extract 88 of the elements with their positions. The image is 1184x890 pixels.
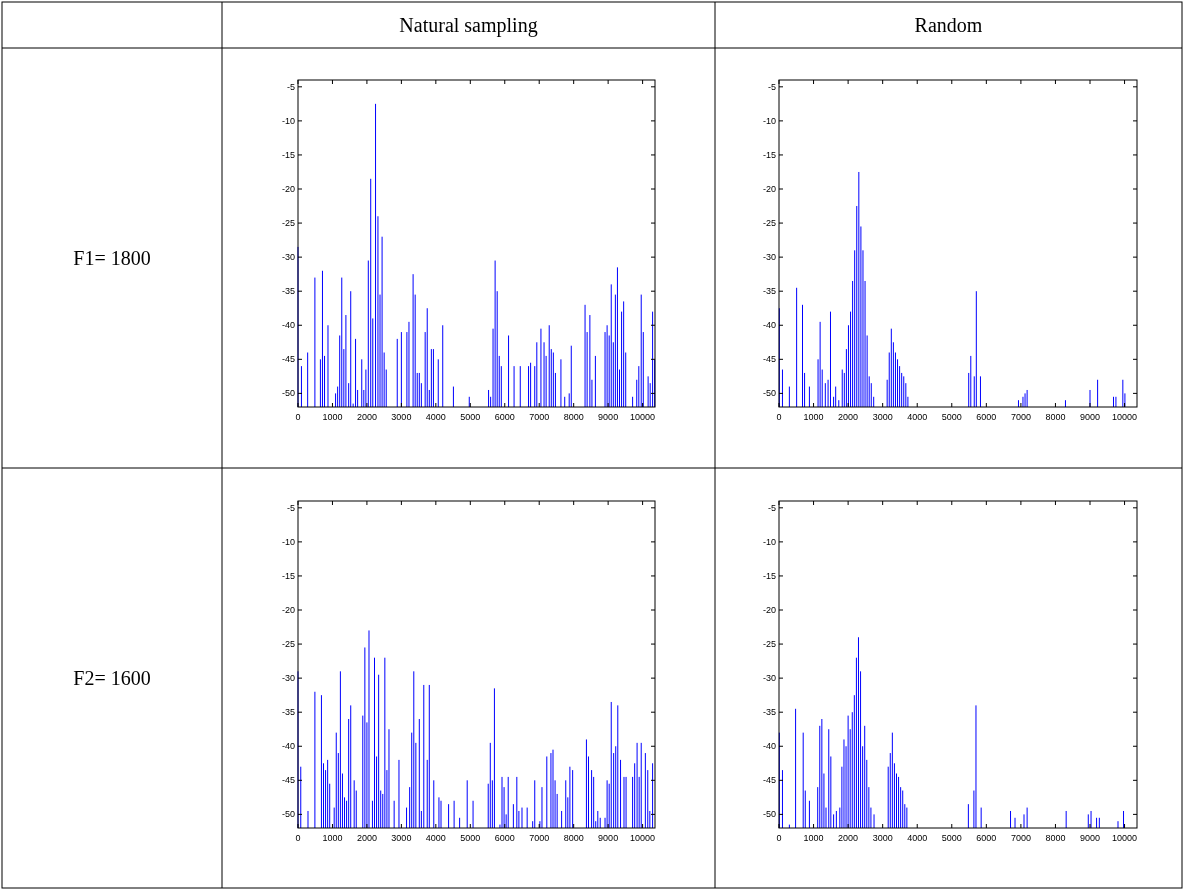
x-tick-label: 7000 [1010, 833, 1031, 843]
x-tick-label: 7000 [1010, 412, 1031, 422]
x-tick-label: 7000 [529, 833, 550, 843]
chart-title: Natural sampling [399, 14, 538, 37]
y-tick-label: -45 [762, 775, 776, 786]
x-tick-label: 9000 [598, 833, 619, 843]
y-tick-label: -5 [767, 81, 776, 92]
x-tick-label: 8000 [563, 412, 584, 422]
x-tick-label: 1000 [322, 412, 343, 422]
x-tick-label: 2000 [838, 833, 859, 843]
x-tick-label: 3000 [872, 412, 893, 422]
x-tick-label: 5000 [941, 833, 962, 843]
y-tick-label: -10 [281, 536, 295, 547]
y-tick-label: -30 [762, 252, 776, 263]
y-tick-label: -50 [281, 388, 295, 399]
y-tick-label: -40 [762, 741, 776, 752]
text: F2= 1600 [73, 667, 151, 689]
x-tick-label: 0 [295, 833, 301, 843]
chart-title: Random [914, 14, 983, 36]
x-tick-label: 1000 [322, 833, 343, 843]
y-tick-label: -10 [281, 115, 295, 126]
x-tick-label: 6000 [494, 412, 515, 422]
x-tick-label: 4000 [907, 412, 928, 422]
y-tick-label: -5 [286, 502, 295, 513]
y-tick-label: -50 [762, 388, 776, 399]
x-tick-label: 1000 [803, 412, 824, 422]
y-tick-label: -50 [762, 809, 776, 820]
y-tick-label: -20 [762, 605, 776, 615]
x-tick-label: 6000 [976, 833, 997, 843]
y-tick-label: -25 [281, 639, 295, 650]
y-tick-label: -15 [762, 570, 776, 581]
x-tick-label: 0 [776, 412, 782, 422]
x-tick-label: 4000 [425, 412, 446, 422]
y-tick-label: -20 [762, 184, 776, 194]
y-tick-label: -45 [281, 354, 295, 365]
x-tick-label: 3000 [391, 412, 412, 422]
x-tick-label: 10000 [630, 412, 656, 422]
x-tick-label: 2000 [356, 833, 377, 843]
y-tick-label: -35 [281, 707, 295, 718]
y-tick-label: -50 [281, 809, 295, 820]
x-tick-label: 2000 [356, 412, 377, 422]
y-tick-label: -30 [281, 673, 295, 684]
y-tick-label: -10 [762, 536, 776, 547]
y-tick-label: -15 [281, 149, 295, 160]
y-tick-label: -40 [762, 320, 776, 331]
text: F1= 1800 [73, 247, 151, 269]
x-tick-label: 9000 [598, 412, 619, 422]
y-tick-label: -45 [281, 775, 295, 786]
x-tick-label: 9000 [1079, 833, 1101, 843]
x-tick-label: 10000 [630, 833, 656, 843]
x-tick-label: 10000 [1112, 833, 1138, 843]
x-tick-label: 2000 [838, 412, 859, 422]
x-tick-label: 3000 [872, 833, 893, 843]
x-tick-label: 5000 [941, 412, 962, 422]
x-tick-label: 10000 [1112, 412, 1138, 422]
y-tick-label: -15 [281, 570, 295, 581]
y-tick-label: -35 [281, 286, 295, 297]
x-tick-label: 5000 [460, 833, 481, 843]
y-tick-label: -40 [281, 320, 295, 331]
y-tick-label: -20 [281, 184, 295, 194]
y-tick-label: -15 [762, 149, 776, 160]
x-tick-label: 1000 [803, 833, 824, 843]
x-tick-label: 5000 [460, 412, 481, 422]
x-tick-label: 6000 [976, 412, 997, 422]
x-tick-label: 0 [295, 412, 301, 422]
x-tick-label: 3000 [391, 833, 412, 843]
y-tick-label: -45 [762, 354, 776, 365]
x-tick-label: 8000 [1045, 833, 1066, 843]
x-tick-label: 4000 [907, 833, 928, 843]
y-tick-label: -35 [762, 707, 776, 718]
y-tick-label: -5 [767, 502, 776, 513]
x-tick-label: 6000 [494, 833, 515, 843]
x-tick-label: 7000 [529, 412, 550, 422]
y-tick-label: -35 [762, 286, 776, 297]
x-tick-label: 8000 [563, 833, 584, 843]
x-tick-label: 8000 [1045, 412, 1066, 422]
y-tick-label: -40 [281, 741, 295, 752]
x-tick-label: 9000 [1079, 412, 1101, 422]
x-tick-label: 4000 [425, 833, 446, 843]
y-tick-label: -10 [762, 115, 776, 126]
y-tick-label: -30 [281, 252, 295, 263]
y-tick-label: -25 [762, 639, 776, 650]
y-tick-label: -25 [281, 218, 295, 229]
x-tick-label: 0 [776, 833, 782, 843]
y-tick-label: -5 [286, 81, 295, 92]
y-tick-label: -25 [762, 218, 776, 229]
y-tick-label: -20 [281, 605, 295, 615]
y-tick-label: -30 [762, 673, 776, 684]
